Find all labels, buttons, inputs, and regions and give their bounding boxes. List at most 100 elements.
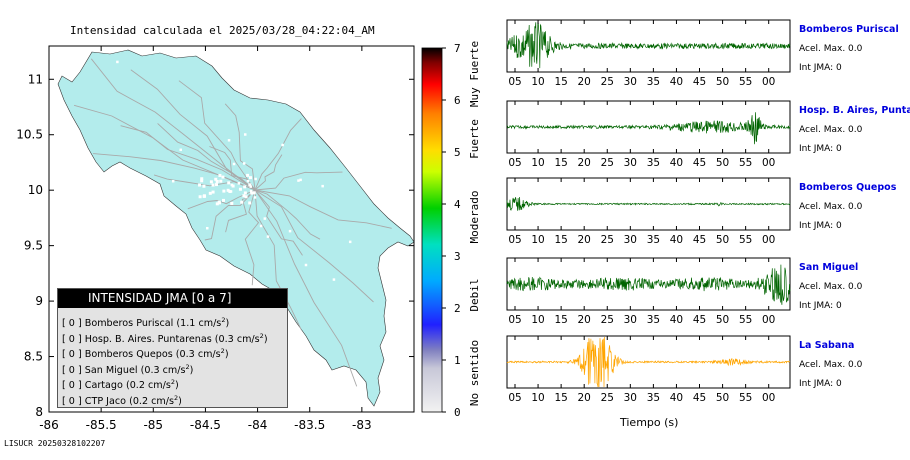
colorbar-category-label: Muy Fuerte [468, 41, 481, 107]
town-marker [227, 139, 231, 142]
legend-item-name: Bomberos Quepos [84, 349, 173, 361]
town-marker [248, 201, 252, 205]
waveform-tick-label: 05 [508, 157, 521, 169]
legend-item-value-close: ) [189, 364, 194, 376]
waveform-tick-label: 05 [508, 392, 521, 404]
legend-item-value: (0.3 cm/s [175, 349, 221, 361]
road-line [254, 189, 392, 229]
town-marker [263, 217, 267, 220]
station-acel-max: Acel. Max. 0.0 [799, 360, 863, 370]
station-acel-max: Acel. Max. 0.0 [799, 44, 863, 54]
station-name: San Miguel [799, 262, 859, 273]
town-marker [238, 187, 242, 191]
waveform-tick-label: 10 [531, 234, 544, 246]
town-marker [171, 179, 175, 183]
map-title: Intensidad calculada el 2025/03/28_04:22… [70, 24, 375, 37]
colorbar-tick-label: 4 [454, 198, 461, 211]
station-acel-max: Acel. Max. 0.0 [799, 125, 863, 135]
waveform-tick-label: 45 [693, 392, 706, 404]
town-marker [242, 194, 246, 198]
station-name: La Sabana [799, 340, 855, 351]
map-x-tick-label: -83 [352, 418, 372, 432]
waveform-tick-label: 00 [762, 76, 775, 88]
colorbar-tick-label: 0 [454, 406, 461, 419]
town-marker [246, 173, 250, 177]
legend-item-value-close: ) [175, 380, 179, 392]
waveform-tick-label: 30 [624, 157, 637, 169]
waveform-panel: 05 10 15 20 25 30 35 40 45 50 55 00 [506, 100, 791, 169]
legend-item-intensity: [ 0 ] [62, 333, 82, 345]
legend-item-value: (0.2 cm/s [129, 396, 174, 408]
waveform-tick-label: 55 [739, 76, 752, 88]
waveform-tick-label: 30 [624, 234, 637, 246]
town-marker [155, 189, 159, 192]
road-line [90, 58, 256, 191]
waveform-tick-label: 55 [739, 314, 752, 326]
road-line [120, 125, 256, 191]
legend-item: [ 0 ] Bomberos Quepos (0.3 cm/s2) [62, 344, 287, 360]
legend-item-value: (0.3 cm/s [214, 333, 260, 345]
town-marker [332, 278, 336, 281]
waveform-tick-label: 50 [716, 314, 729, 326]
station-int-jma: Int JMA: 0 [799, 144, 842, 154]
waveform-tick-label: 10 [531, 157, 544, 169]
waveform-panel: 05 10 15 20 25 30 35 40 45 50 55 00 [506, 177, 791, 246]
road-line [157, 123, 256, 191]
town-marker [202, 184, 206, 188]
waveform-tick-label: 35 [647, 234, 660, 246]
town-marker [227, 181, 231, 185]
map-x-tick-label: -83.5 [294, 418, 325, 432]
road-line [254, 189, 374, 303]
town-marker [249, 190, 253, 193]
legend-item-value-close: ) [225, 318, 230, 330]
town-marker [200, 177, 204, 181]
waveform-tick-label: 05 [508, 234, 521, 246]
town-marker [254, 177, 257, 181]
intensity-legend: INTENSIDAD JMA [0 a 7] [ 0 ] Bomberos Pu… [57, 288, 288, 408]
town-marker [242, 162, 246, 165]
waveform-tick-label: 40 [670, 314, 683, 326]
town-marker [179, 148, 182, 152]
station-int-jma: Int JMA: 0 [799, 221, 842, 231]
town-marker [266, 235, 270, 238]
station-int-jma: Int JMA: 0 [799, 379, 842, 389]
legend-item-intensity: [ 0 ] [62, 318, 82, 330]
legend-item-name: Hosp. B. Aires. Puntarenas [84, 333, 212, 345]
town-marker [226, 188, 230, 192]
waveform-trace [506, 264, 791, 305]
town-marker [215, 202, 219, 206]
road-line [254, 189, 302, 330]
legend-item-value: (0.3 cm/s [140, 364, 186, 376]
waveform-tick-label: 35 [647, 314, 660, 326]
waveform-tick-label: 10 [531, 76, 544, 88]
legend-item: [ 0 ] Cartago (0.2 cm/s2) [62, 375, 287, 391]
colorbar-tick-label: 6 [454, 94, 461, 107]
map-y-tick-label: 9 [35, 294, 43, 308]
colorbar-tick-label: 3 [454, 250, 461, 263]
town-marker [243, 191, 247, 195]
town-marker [281, 143, 284, 147]
map-x-tick-label: -84 [248, 418, 268, 432]
town-marker [231, 184, 235, 188]
road-line [187, 189, 256, 210]
legend-item-name: CTP Jaco [84, 396, 127, 408]
colorbar-category-label: Debil [468, 278, 481, 311]
road-line [254, 189, 303, 256]
town-marker [222, 189, 226, 193]
waveform-tick-label: 20 [578, 234, 591, 246]
town-marker [249, 176, 253, 180]
waveform-tick-label: 20 [578, 392, 591, 404]
legend-item-value: (0.2 cm/s [125, 380, 171, 392]
town-marker [208, 191, 212, 195]
town-marker [250, 191, 254, 195]
town-marker [215, 183, 219, 187]
town-marker [240, 200, 244, 204]
road-line [254, 189, 321, 240]
town-marker [200, 179, 204, 183]
waveform-tick-label: 30 [624, 76, 637, 88]
legend-item-intensity: [ 0 ] [62, 349, 82, 361]
legend-item: [ 0 ] Hosp. B. Aires. Puntarenas (0.3 cm… [62, 329, 287, 345]
map-y-tick-label: 8.5 [24, 350, 43, 364]
map-frame [48, 45, 415, 413]
